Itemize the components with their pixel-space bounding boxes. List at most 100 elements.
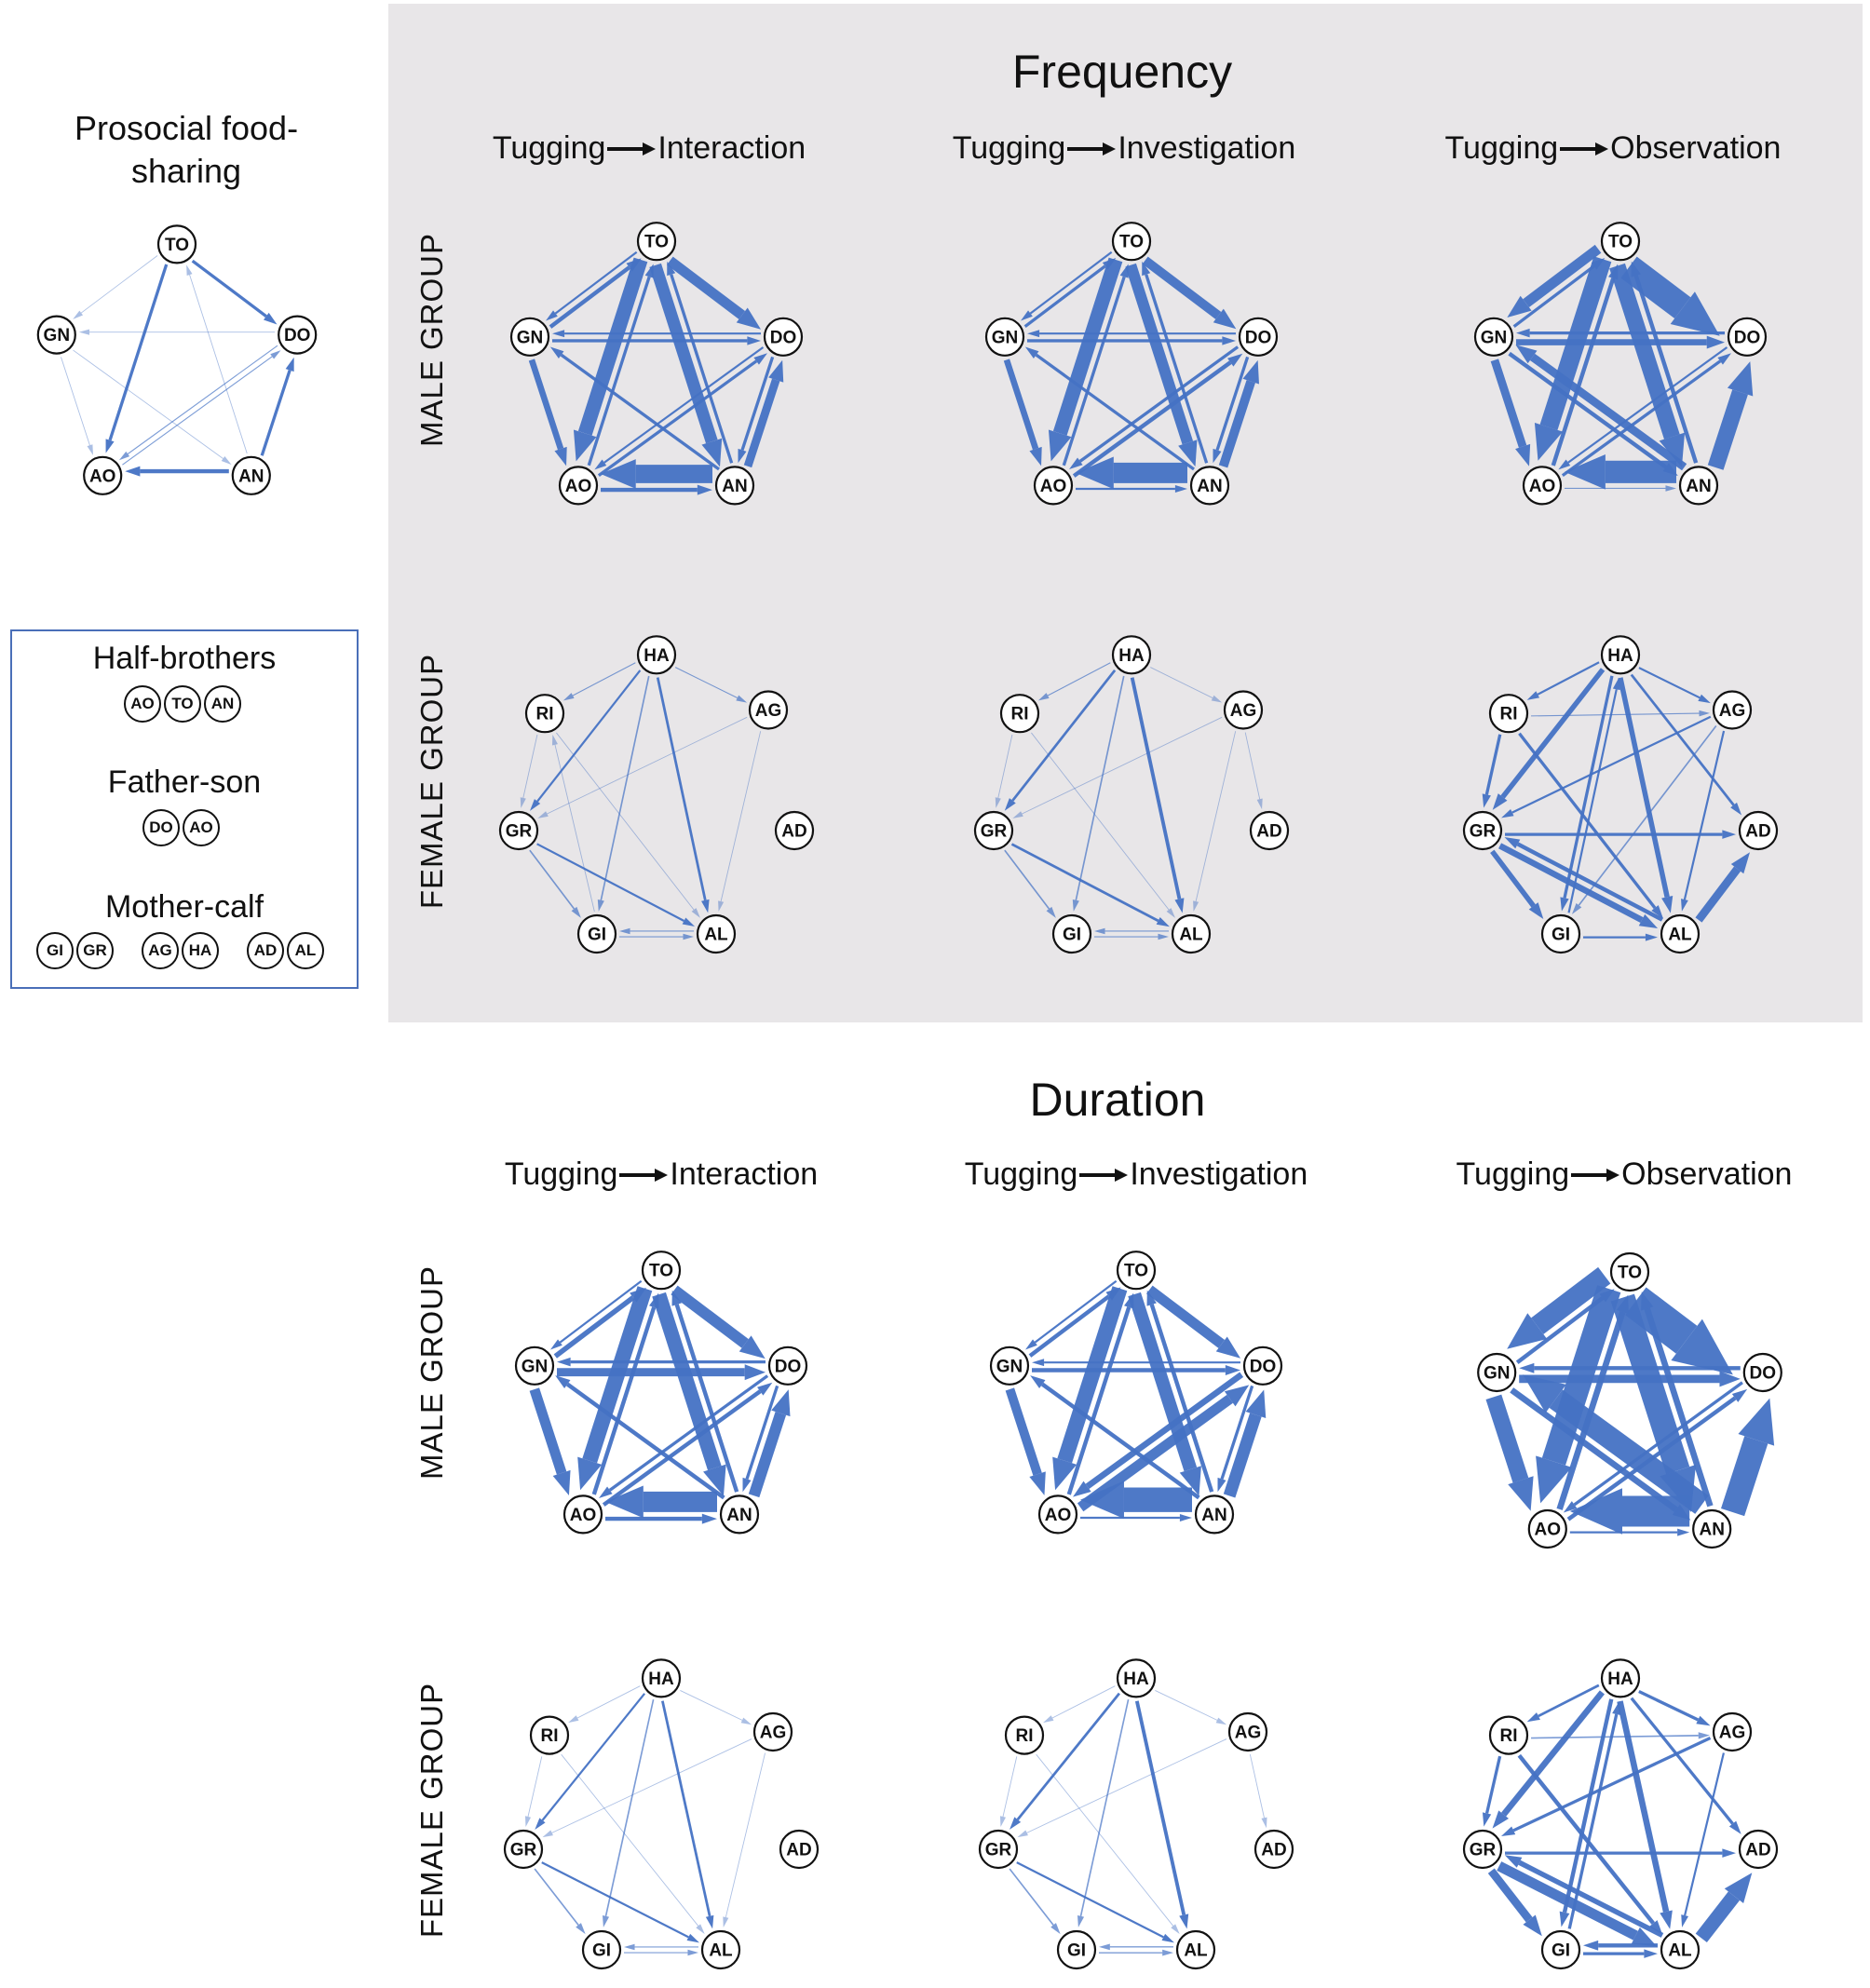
edges — [1490, 244, 1754, 492]
edge-ha-to-gi — [597, 675, 650, 912]
node-gr: GR — [978, 1829, 1019, 1870]
edge-ha-to-ag — [1155, 1690, 1227, 1725]
node-an: AN — [719, 1494, 760, 1535]
node-do: DO — [1242, 1346, 1283, 1386]
arrow-icon — [1560, 142, 1609, 156]
edge-to-to-gn — [1024, 1279, 1118, 1350]
node-ri: RI — [1004, 1715, 1045, 1755]
node-label: GI — [592, 1941, 611, 1961]
node-label: GN — [517, 328, 544, 347]
edge-gn-to-to — [1023, 257, 1117, 328]
node-label: GN — [992, 328, 1019, 347]
edges — [1485, 1266, 1775, 1536]
edge-al-to-ad — [1695, 852, 1751, 923]
edge-do-to-gn — [1516, 328, 1725, 338]
edge-ao-to-do — [1561, 353, 1732, 478]
edge-gr-to-gi — [534, 1868, 586, 1935]
node-label: AL — [1184, 1941, 1208, 1961]
edge-ha-to-al — [1130, 677, 1185, 913]
arrow-icon — [1079, 1168, 1129, 1182]
edge-gn-to-do — [557, 1364, 766, 1381]
edge-to-to-gn — [549, 1279, 643, 1350]
node-label: AG — [1230, 701, 1257, 721]
node-label: TO — [1608, 233, 1633, 252]
node-do: DO — [767, 1346, 808, 1386]
edge-an-to-to — [1641, 1292, 1714, 1508]
edge-an-to-to — [1631, 261, 1699, 464]
frequency-panel — [388, 4, 1863, 1022]
edge-to-to-do — [671, 1285, 766, 1359]
network-frequency-female-investigation: HA AG AD AL GI GR RI — [973, 635, 1290, 954]
node-an: AN — [714, 466, 755, 506]
edge-ha-to-ri — [1526, 661, 1600, 700]
edge-do-to-gn — [552, 330, 761, 338]
node-al: AL — [696, 913, 737, 954]
edge-ag-to-gr — [1017, 1738, 1227, 1838]
node-label: TO — [165, 236, 189, 255]
edge-ri-to-gr — [1482, 1755, 1502, 1827]
edge-al-to-gi — [1583, 1940, 1658, 1951]
edge-to-to-an — [652, 1292, 726, 1496]
edges — [999, 1685, 1267, 1956]
node-label: AO — [565, 477, 592, 496]
node-gi: GI — [1540, 1929, 1581, 1970]
edge-do-to-an — [738, 356, 775, 464]
network-duration-female-observation: HA AG AD AL GI GR RI — [1462, 1658, 1779, 1970]
node-label: GI — [1552, 926, 1570, 945]
edge-gn-to-do — [1027, 336, 1236, 345]
edge-gr-to-ad — [1505, 830, 1736, 839]
edge-gi-to-al — [1583, 1949, 1658, 1958]
edge-ri-to-al — [1518, 732, 1663, 919]
edge-do-to-ao — [598, 1374, 769, 1498]
node-gi: GI — [1056, 1929, 1097, 1970]
edge-ri-to-al — [556, 732, 700, 918]
col-target-label: Observation — [1621, 1156, 1793, 1192]
node-ri: RI — [524, 694, 565, 734]
col-target-label: Interaction — [657, 130, 806, 166]
edge-ao-to-do — [597, 353, 768, 478]
edge-ri-to-al — [561, 1753, 705, 1935]
edges — [61, 255, 294, 477]
legend-node-ad: AD — [247, 932, 284, 969]
node-label: AN — [1197, 477, 1222, 496]
node-label: AG — [755, 701, 782, 721]
node-an: AN — [1189, 466, 1230, 506]
edge-gr-to-al — [541, 1861, 699, 1943]
node-ag: AG — [748, 690, 789, 730]
edges — [528, 250, 784, 495]
node-label: DO — [1734, 328, 1761, 347]
node-ha: HA — [1600, 1658, 1641, 1698]
node-label: AL — [704, 926, 728, 945]
edge-gn-to-ao — [61, 357, 93, 455]
network-prosocial-food-sharing: TO DO AN AO GN — [36, 224, 318, 495]
edge-ao-to-do — [122, 350, 281, 466]
network-duration-female-investigation: HA AG AD AL GI GR RI — [978, 1658, 1294, 1970]
edge-gn-to-ao — [1005, 1387, 1046, 1495]
edge-to-to-ao — [1052, 1286, 1128, 1491]
node-label: HA — [1607, 646, 1633, 666]
frequency-title: Frequency — [1011, 46, 1233, 98]
edges — [995, 662, 1263, 940]
node-ad: AD — [1249, 810, 1290, 851]
edge-ri-to-gr — [524, 1756, 543, 1827]
edge-gr-to-al — [1010, 843, 1170, 927]
node-ao: AO — [558, 466, 599, 506]
node-to: TO — [1111, 222, 1152, 262]
node-label: GN — [1484, 1364, 1511, 1384]
node-ri: RI — [1488, 694, 1529, 734]
edge-gn-to-ao — [1003, 358, 1042, 467]
node-label: GR — [1470, 1841, 1497, 1860]
legend-node-al: AL — [287, 932, 324, 969]
node-ag: AG — [1223, 690, 1264, 730]
node-label: DO — [1750, 1364, 1777, 1384]
edge-gn-to-do — [1519, 1371, 1741, 1387]
edge-an-to-ao — [125, 466, 229, 477]
edge-ha-to-ag — [1150, 667, 1223, 703]
node-label: AD — [1745, 1841, 1770, 1860]
node-gn: GN — [36, 315, 76, 355]
node-gn: GN — [1477, 1352, 1517, 1393]
edge-an-to-gn — [1024, 346, 1195, 471]
edge-an-to-do — [260, 357, 294, 456]
node-label: RI — [1011, 705, 1029, 724]
node-gn: GN — [1473, 317, 1514, 357]
